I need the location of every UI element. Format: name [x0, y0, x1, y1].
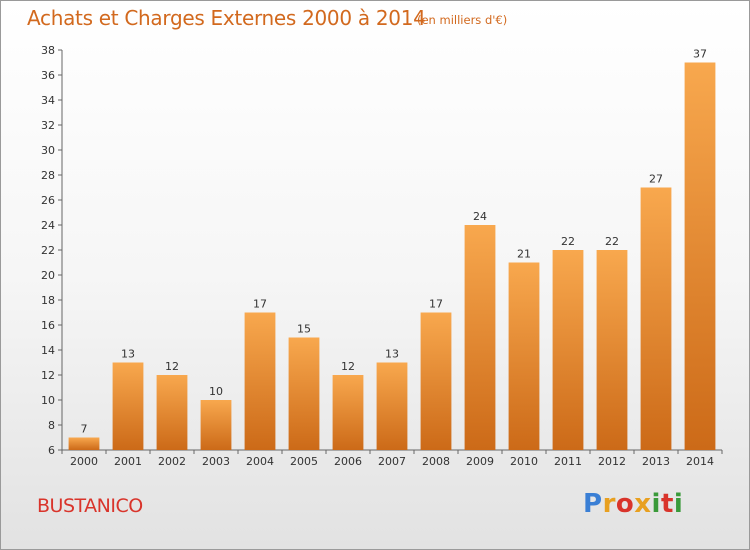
x-tick-label: 2000: [70, 455, 98, 468]
y-tick-label: 36: [41, 69, 55, 82]
bar: [244, 312, 276, 450]
bar: [156, 375, 188, 450]
y-tick-label: 30: [41, 144, 55, 157]
commune-name: BUSTANICO: [37, 495, 143, 517]
logo-letter: i: [673, 489, 684, 519]
data-label: 12: [165, 360, 179, 373]
logo-letter: i: [651, 489, 661, 519]
y-tick-label: 28: [41, 169, 55, 182]
logo-letter: t: [660, 489, 674, 519]
data-label: 22: [561, 235, 575, 248]
x-tick-label: 2002: [158, 455, 186, 468]
x-tick-label: 2006: [334, 455, 362, 468]
x-tick-label: 2003: [202, 455, 230, 468]
y-tick-label: 16: [41, 319, 55, 332]
bar: [596, 250, 628, 450]
bar: [508, 262, 540, 450]
logo-letter: x: [634, 489, 652, 519]
x-tick-label: 2012: [598, 455, 626, 468]
logo-letter: P: [583, 489, 603, 519]
proxiti-logo[interactable]: Proxiti: [583, 489, 683, 519]
data-label: 22: [605, 235, 619, 248]
x-tick-label: 2013: [642, 455, 670, 468]
x-tick-label: 2009: [466, 455, 494, 468]
chart-unit: (en milliers d'€): [417, 13, 508, 27]
x-tick-label: 2008: [422, 455, 450, 468]
bar: [640, 187, 672, 450]
y-tick-label: 22: [41, 244, 55, 257]
y-tick-label: 26: [41, 194, 55, 207]
x-tick-label: 2005: [290, 455, 318, 468]
y-tick-label: 34: [41, 94, 55, 107]
data-label: 37: [693, 48, 707, 61]
data-label: 17: [429, 298, 443, 311]
data-label: 21: [517, 248, 531, 261]
data-label: 12: [341, 360, 355, 373]
bar: [288, 337, 320, 450]
bar: [68, 437, 100, 450]
logo-letter: o: [615, 489, 635, 519]
bar: [112, 362, 144, 450]
bar: [332, 375, 364, 450]
x-tick-label: 2007: [378, 455, 406, 468]
y-tick-label: 14: [41, 344, 55, 357]
x-tick-label: 2001: [114, 455, 142, 468]
data-label: 24: [473, 210, 487, 223]
y-tick-label: 8: [48, 419, 55, 432]
data-label: 13: [385, 348, 399, 361]
bar: [420, 312, 452, 450]
chart-title: Achats et Charges Externes 2000 à 2014: [27, 6, 426, 30]
value-labels: 7 13 12 10 17 15 12 13 17 24 21 22 22 27 37: [81, 48, 708, 436]
y-tick-label: 38: [41, 44, 55, 57]
y-tick-label: 18: [41, 294, 55, 307]
bar: [552, 250, 584, 450]
y-tick-label: 24: [41, 219, 55, 232]
bars: [68, 62, 716, 450]
y-tick-label: 32: [41, 119, 55, 132]
logo-letter: r: [602, 489, 616, 519]
data-label: 17: [253, 298, 267, 311]
data-label: 7: [81, 423, 88, 436]
data-label: 10: [209, 385, 223, 398]
bar: [464, 225, 496, 450]
y-tick-label: 12: [41, 369, 55, 382]
x-tick-label: 2004: [246, 455, 274, 468]
data-label: 27: [649, 173, 663, 186]
y-tick-label: 6: [48, 444, 55, 457]
data-label: 13: [121, 348, 135, 361]
bar: [684, 62, 716, 450]
x-tick-label: 2011: [554, 455, 582, 468]
y-tick-label: 20: [41, 269, 55, 282]
bar: [376, 362, 408, 450]
x-tick-label: 2014: [686, 455, 714, 468]
bar: [200, 400, 232, 450]
data-label: 15: [297, 323, 311, 336]
y-tick-label: 10: [41, 394, 55, 407]
x-tick-label: 2010: [510, 455, 538, 468]
